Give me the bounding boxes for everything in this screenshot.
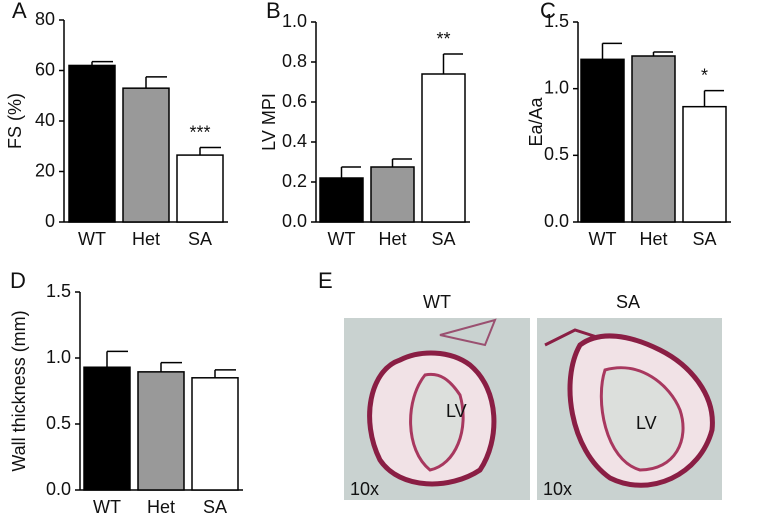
tissue-fragment xyxy=(439,318,497,347)
region-label: LV xyxy=(446,401,467,421)
x-tick-label: Het xyxy=(132,229,160,249)
tissue-fragment xyxy=(544,328,601,347)
y-tick-label: 0.4 xyxy=(282,131,307,151)
bar xyxy=(68,64,116,223)
y-axis-title: LV MPI xyxy=(259,93,279,151)
y-tick-label: 0.8 xyxy=(282,51,307,71)
bar xyxy=(137,371,185,491)
y-tick-label: 1.0 xyxy=(544,77,569,97)
image-title: SA xyxy=(616,292,640,312)
y-axis-title: Ea/Aa xyxy=(526,97,546,147)
x-tick-label: Het xyxy=(639,229,667,249)
histology-image: LV 10x xyxy=(537,318,722,500)
x-tick-label: Het xyxy=(378,229,406,249)
x-tick-label: WT xyxy=(78,229,106,249)
magnification-label: 10x xyxy=(543,479,572,499)
x-tick-label: SA xyxy=(692,229,716,249)
y-tick-label: 0.5 xyxy=(544,144,569,164)
y-tick-label: 1.5 xyxy=(544,11,569,31)
x-tick-label: SA xyxy=(203,497,227,516)
panel-label: D xyxy=(10,268,26,293)
y-tick-label: 40 xyxy=(35,110,55,130)
y-axis-title: Wall thickness (mm) xyxy=(9,310,29,471)
x-tick-label: SA xyxy=(431,229,455,249)
bar xyxy=(580,58,625,223)
bar xyxy=(122,87,170,223)
histology-image: LV 10x xyxy=(344,318,530,500)
significance-label: ** xyxy=(436,29,450,49)
significance-label: * xyxy=(701,65,708,85)
x-tick-label: WT xyxy=(589,229,617,249)
y-tick-label: 60 xyxy=(35,59,55,79)
bar xyxy=(83,366,131,491)
panel-label: B xyxy=(266,0,281,23)
image-title: WT xyxy=(423,292,451,312)
y-axis-title: FS (%) xyxy=(5,93,25,149)
significance-label: *** xyxy=(189,122,210,142)
bar xyxy=(319,177,364,223)
y-tick-label: 0.0 xyxy=(544,211,569,231)
y-tick-label: 1.5 xyxy=(46,281,71,301)
bar xyxy=(631,55,676,223)
y-tick-label: 80 xyxy=(35,9,55,29)
panel-label: E xyxy=(318,268,333,293)
x-tick-label: WT xyxy=(93,497,121,516)
x-tick-label: SA xyxy=(188,229,212,249)
panel-label: C xyxy=(540,0,556,23)
magnification-label: 10x xyxy=(350,479,379,499)
y-tick-label: 1.0 xyxy=(46,347,71,367)
bar xyxy=(682,105,727,223)
bar xyxy=(191,377,239,491)
bar xyxy=(421,73,466,223)
y-tick-label: 0.6 xyxy=(282,91,307,111)
y-tick-label: 0.2 xyxy=(282,171,307,191)
lv-cavity xyxy=(599,366,685,472)
x-tick-label: Het xyxy=(147,497,175,516)
y-tick-label: 20 xyxy=(35,160,55,180)
y-tick-label: 0.0 xyxy=(282,211,307,231)
y-tick-label: 1.0 xyxy=(282,11,307,31)
bar xyxy=(370,166,415,223)
bar xyxy=(176,154,224,223)
lv-cavity xyxy=(409,372,465,472)
panel-label: A xyxy=(12,0,27,23)
region-label: LV xyxy=(636,413,657,433)
y-tick-label: 0.0 xyxy=(46,479,71,499)
y-tick-label: 0 xyxy=(45,211,55,231)
y-tick-label: 0.5 xyxy=(46,413,71,433)
x-tick-label: WT xyxy=(328,229,356,249)
